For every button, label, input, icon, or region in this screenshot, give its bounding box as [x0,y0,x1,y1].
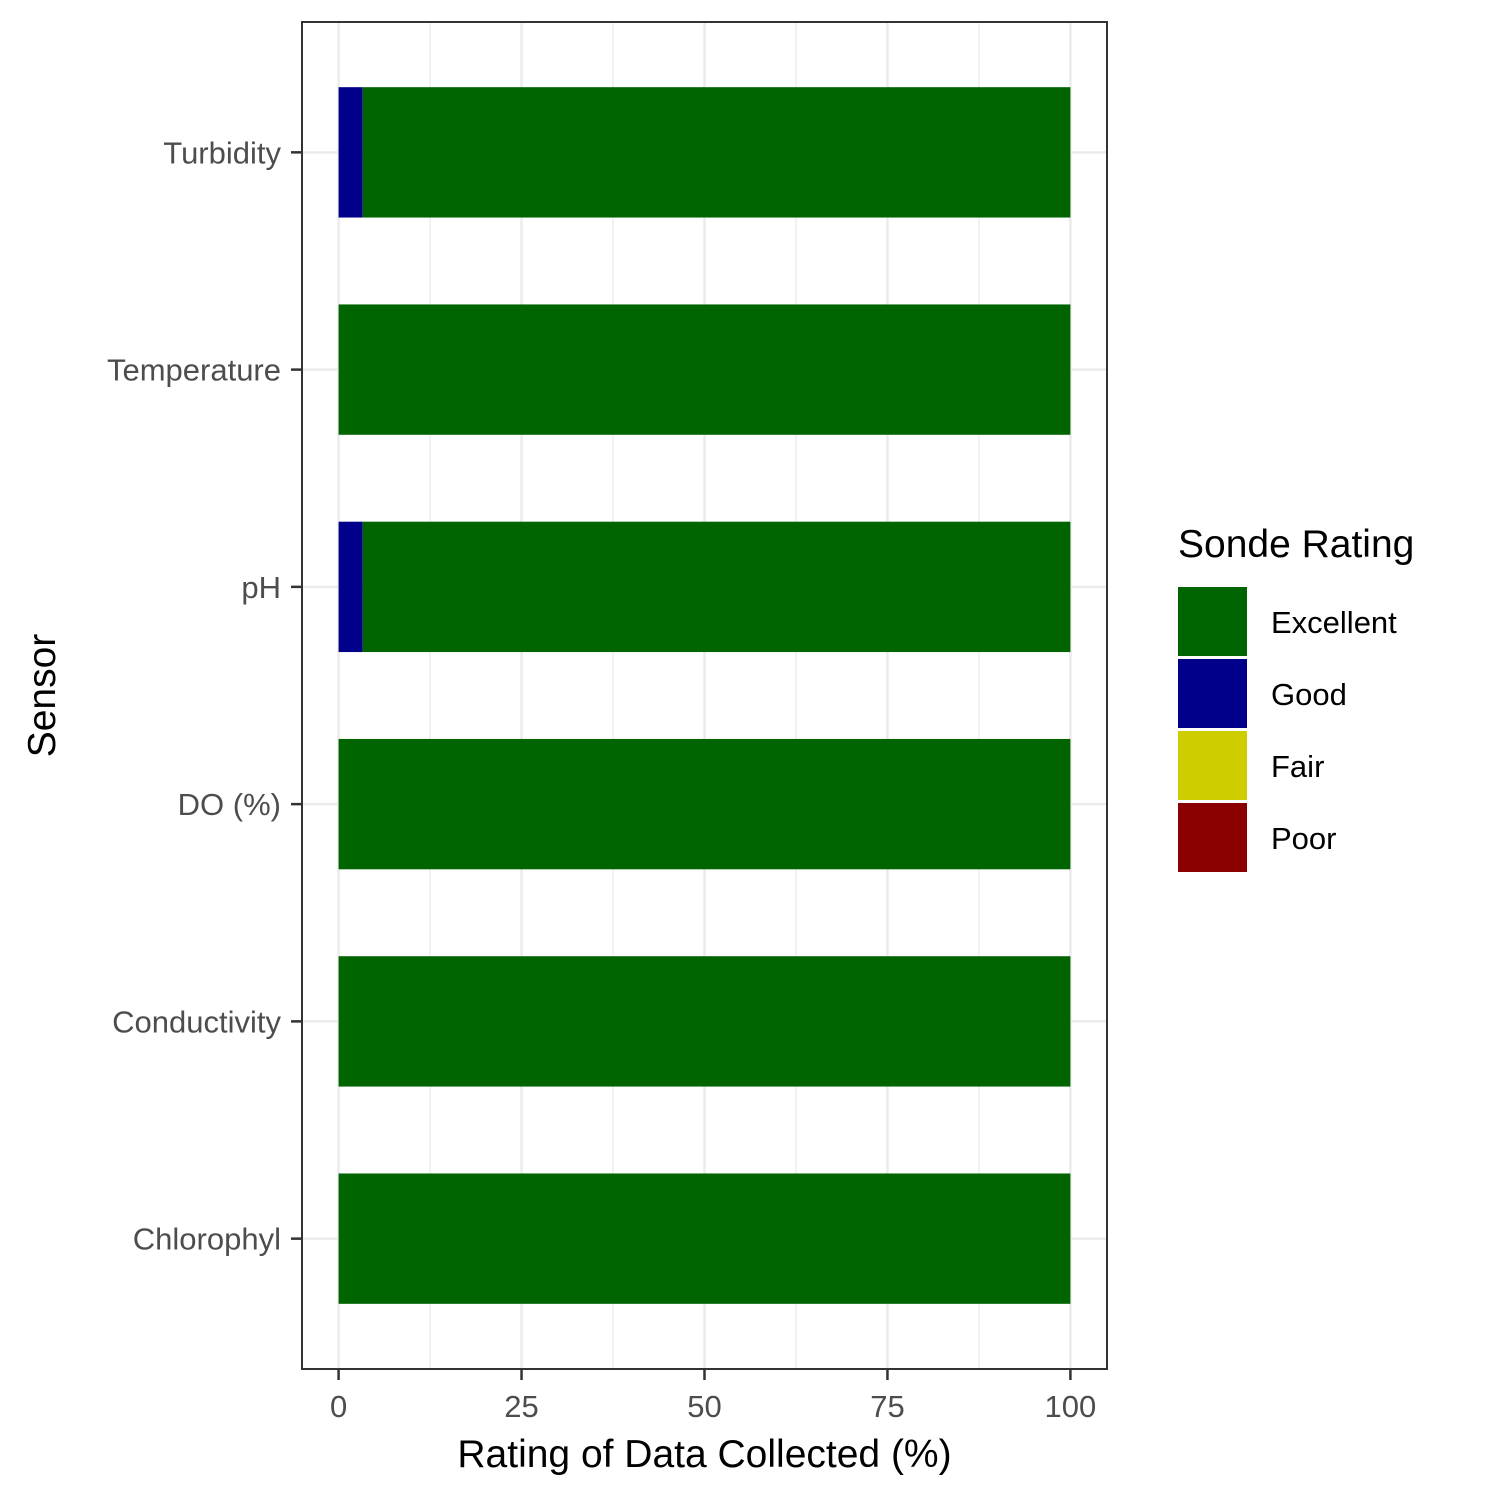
legend-key-good [1178,659,1247,728]
bar-segment-good [338,87,363,218]
x-tick-label: 100 [1045,1389,1097,1424]
y-tick-label: pH [241,570,281,605]
x-tick-label: 25 [504,1389,538,1424]
legend: Sonde Rating Excellent Good Fair Poor [1178,523,1414,872]
bar-segment-excellent [338,1173,1071,1304]
legend-key-poor [1178,803,1247,872]
y-tick-label: Turbidity [163,135,281,170]
bar-segment-excellent [338,304,1071,435]
y-tick-label: Conductivity [112,1004,281,1039]
x-tick-label: 0 [330,1389,347,1424]
y-tick-label: Chlorophyl [133,1222,281,1257]
x-axis: 0 25 50 75 100 [330,1369,1096,1424]
legend-label-good: Good [1271,677,1347,712]
y-axis-title: Sensor [21,634,64,758]
x-tick-label: 75 [870,1389,904,1424]
bars [338,87,1071,1304]
bar-segment-excellent [362,521,1071,653]
plot-panel [301,21,1108,1370]
bar-segment-excellent [338,956,1071,1087]
legend-items: Excellent Good Fair Poor [1178,587,1397,872]
legend-title: Sonde Rating [1178,523,1414,566]
bar-segment-excellent [362,87,1071,218]
bar-segment-good [338,521,363,653]
legend-key-fair [1178,731,1247,800]
legend-label-poor: Poor [1271,821,1336,856]
y-tick-label: DO (%) [178,787,281,822]
legend-key-excellent [1178,587,1247,656]
legend-label-fair: Fair [1271,749,1324,784]
x-tick-label: 50 [687,1389,721,1424]
y-axis: Chlorophyl Conductivity DO (%) pH Temperatur… [107,135,302,1257]
bar-segment-excellent [338,738,1071,870]
legend-label-excellent: Excellent [1271,605,1397,640]
y-tick-label: Temperature [107,353,281,388]
x-axis-title: Rating of Data Collected (%) [457,1433,951,1476]
